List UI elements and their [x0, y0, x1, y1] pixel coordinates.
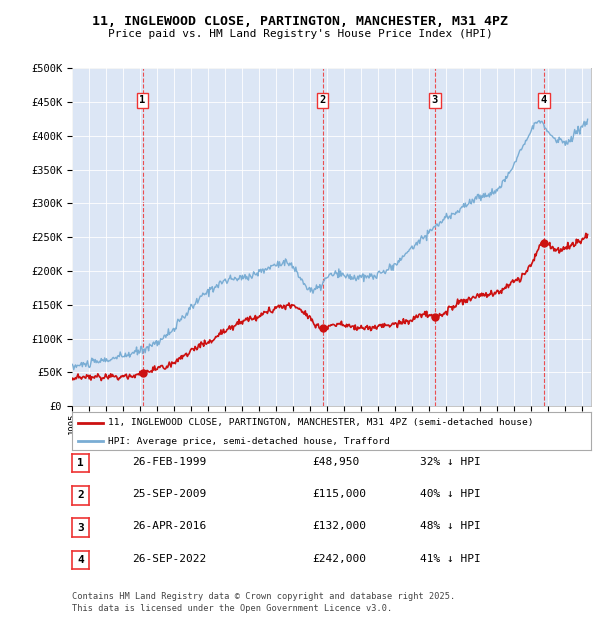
Text: 26-APR-2016: 26-APR-2016: [132, 521, 206, 531]
Text: 1: 1: [77, 458, 84, 468]
Text: Price paid vs. HM Land Registry's House Price Index (HPI): Price paid vs. HM Land Registry's House …: [107, 29, 493, 39]
Text: 41% ↓ HPI: 41% ↓ HPI: [420, 554, 481, 564]
Text: 48% ↓ HPI: 48% ↓ HPI: [420, 521, 481, 531]
Text: 4: 4: [77, 555, 84, 565]
Text: 1: 1: [139, 95, 146, 105]
Text: 3: 3: [77, 523, 84, 533]
Text: £132,000: £132,000: [312, 521, 366, 531]
Text: £242,000: £242,000: [312, 554, 366, 564]
Text: 32% ↓ HPI: 32% ↓ HPI: [420, 457, 481, 467]
Text: 4: 4: [541, 95, 547, 105]
Text: Contains HM Land Registry data © Crown copyright and database right 2025.
This d: Contains HM Land Registry data © Crown c…: [72, 591, 455, 613]
Text: 26-FEB-1999: 26-FEB-1999: [132, 457, 206, 467]
Text: HPI: Average price, semi-detached house, Trafford: HPI: Average price, semi-detached house,…: [109, 437, 390, 446]
Text: £115,000: £115,000: [312, 489, 366, 499]
Text: 2: 2: [320, 95, 326, 105]
Text: 2: 2: [77, 490, 84, 500]
Text: 11, INGLEWOOD CLOSE, PARTINGTON, MANCHESTER, M31 4PZ: 11, INGLEWOOD CLOSE, PARTINGTON, MANCHES…: [92, 16, 508, 28]
Text: £48,950: £48,950: [312, 457, 359, 467]
Text: 25-SEP-2009: 25-SEP-2009: [132, 489, 206, 499]
Text: 3: 3: [431, 95, 438, 105]
Text: 26-SEP-2022: 26-SEP-2022: [132, 554, 206, 564]
Text: 11, INGLEWOOD CLOSE, PARTINGTON, MANCHESTER, M31 4PZ (semi-detached house): 11, INGLEWOOD CLOSE, PARTINGTON, MANCHES…: [109, 418, 534, 427]
Text: 40% ↓ HPI: 40% ↓ HPI: [420, 489, 481, 499]
